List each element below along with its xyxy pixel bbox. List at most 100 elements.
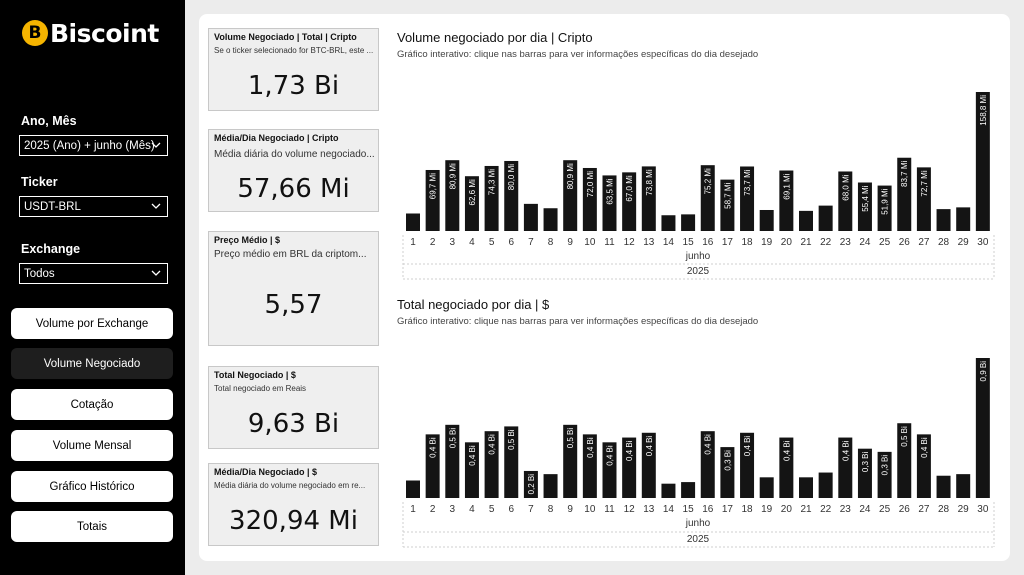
chart-bar[interactable]	[582, 167, 597, 231]
chart-bar[interactable]	[936, 209, 951, 231]
chart-bar[interactable]	[838, 171, 853, 231]
x-tick-label: 21	[800, 504, 812, 515]
period-filter-select[interactable]: 2025 (Ano) + junho (Mês)	[19, 135, 168, 156]
nav-button-volume-mensal[interactable]: Volume Mensal	[11, 430, 173, 461]
kpi-card-media-reais[interactable]: Média/Dia Negociado | $ Média diária do …	[208, 463, 379, 546]
chart-bar[interactable]	[759, 209, 774, 231]
kpi-card-preco-medio[interactable]: Preço Médio | $ Preço médio em BRL da cr…	[208, 231, 379, 346]
chart-bar[interactable]	[720, 179, 735, 231]
chart-bar[interactable]	[857, 182, 872, 231]
chart-bar[interactable]	[759, 477, 774, 498]
data-label: 80,0 Mi	[507, 164, 516, 190]
x-tick-label: 24	[859, 504, 871, 515]
chart-bar[interactable]	[779, 437, 794, 498]
kpi-card-media-cripto[interactable]: Média/Dia Negociado | Cripto Média diári…	[208, 129, 379, 212]
chart-bar[interactable]	[622, 172, 637, 231]
data-label: 0,3 Bi	[723, 450, 732, 471]
chart-bar[interactable]	[956, 207, 971, 231]
sidebar: B Biscoint Ano, Mês 2025 (Ano) + junho (…	[0, 0, 185, 575]
chart-bar[interactable]	[406, 213, 420, 231]
chart-bar[interactable]	[641, 432, 656, 498]
chart-bar[interactable]	[916, 167, 931, 231]
x-tick-label: 6	[508, 237, 514, 248]
kpi-value: 1,73 Bi	[247, 71, 340, 101]
x-tick-label: 4	[469, 237, 475, 248]
chart-bar[interactable]	[445, 424, 460, 498]
chart-bar[interactable]	[464, 442, 479, 498]
chart-bar[interactable]	[602, 442, 617, 498]
chart-bar[interactable]	[818, 472, 833, 498]
chart-bar[interactable]	[406, 480, 420, 499]
x-tick-label: 18	[741, 237, 753, 248]
nav-button-volume-negociado[interactable]: Volume Negociado	[11, 348, 173, 379]
nav-button-totais[interactable]: Totais	[11, 511, 173, 542]
chart-bar[interactable]	[720, 447, 735, 498]
chart-bar[interactable]	[818, 205, 833, 231]
chart-bar[interactable]	[799, 477, 813, 498]
chart-bar[interactable]	[504, 426, 519, 498]
x-tick-label: 9	[567, 504, 573, 515]
x-tick-label: 23	[840, 504, 852, 515]
chart-bar[interactable]	[563, 160, 578, 231]
x-tick-label: 7	[528, 237, 534, 248]
chart-bar[interactable]	[936, 475, 951, 498]
nav-button-cotacao[interactable]: Cotação	[11, 389, 173, 420]
x-tick-label: 22	[820, 504, 832, 515]
chart-bar[interactable]	[641, 166, 656, 231]
chart-bar[interactable]	[681, 214, 696, 231]
chart-bar[interactable]	[975, 92, 990, 231]
chart-bar[interactable]	[740, 432, 755, 498]
chart-bar[interactable]	[975, 358, 990, 498]
data-label: 83,7 Mi	[900, 161, 909, 187]
x-group-label-month: junho	[685, 518, 711, 529]
chart-bar[interactable]	[779, 170, 794, 231]
chart-bar[interactable]	[700, 431, 715, 498]
chart-bar[interactable]	[916, 434, 931, 498]
nav-button-grafico-historico[interactable]: Gráfico Histórico	[11, 471, 173, 502]
chart-bar[interactable]	[543, 474, 558, 498]
chart-bar[interactable]	[582, 434, 597, 498]
nav-button-volume-por-exchange[interactable]: Volume por Exchange	[11, 308, 173, 339]
data-label: 0,5 Bi	[566, 428, 575, 449]
x-tick-label: 2	[430, 237, 436, 248]
data-label: 0,5 Bi	[448, 428, 457, 449]
chart-bar[interactable]	[543, 208, 558, 231]
kpi-card-volume-total[interactable]: Volume Negociado | Total | Cripto Se o t…	[208, 28, 379, 111]
chart-bar[interactable]	[563, 424, 578, 498]
x-tick-label: 3	[450, 237, 456, 248]
chart-bar[interactable]	[464, 176, 479, 231]
data-label: 0,4 Bi	[625, 440, 634, 461]
chart-bar[interactable]	[445, 160, 460, 231]
chart-bar[interactable]	[838, 437, 853, 498]
chart-bar[interactable]	[956, 474, 971, 498]
chart-bar[interactable]	[523, 203, 538, 231]
chart-bar[interactable]	[857, 448, 872, 498]
chart-bar[interactable]	[877, 451, 892, 498]
chart-bar[interactable]	[799, 210, 813, 231]
chart-bar[interactable]	[622, 437, 637, 498]
data-label: 55,4 Mi	[861, 185, 870, 211]
exchange-filter-select[interactable]: Todos	[19, 263, 168, 284]
chart-bar[interactable]	[700, 165, 715, 231]
chart-bar[interactable]	[661, 215, 676, 231]
data-label: 0,4 Bi	[586, 437, 595, 458]
data-label: 0,4 Bi	[488, 434, 497, 455]
chart-bar[interactable]	[877, 185, 892, 231]
kpi-title: Volume Negociado | Total | Cripto	[214, 32, 357, 42]
chart-bar[interactable]	[484, 431, 499, 498]
chart-bar[interactable]	[602, 175, 617, 231]
chart-bar[interactable]	[897, 157, 912, 231]
kpi-card-total-negociado[interactable]: Total Negociado | $ Total negociado em R…	[208, 366, 379, 449]
chart-bar[interactable]	[897, 423, 912, 498]
chart-bar[interactable]	[740, 166, 755, 231]
chart-bar[interactable]	[425, 434, 440, 498]
chart-bar[interactable]	[523, 470, 538, 498]
chart-bar[interactable]	[484, 165, 499, 231]
chart-bar[interactable]	[661, 483, 676, 498]
chart-bar[interactable]	[681, 482, 696, 498]
chart-title-crypto: Volume negociado por dia | Cripto	[397, 30, 593, 45]
data-label: 73,8 Mi	[645, 169, 654, 195]
chart-bar[interactable]	[504, 160, 519, 231]
ticker-filter-select[interactable]: USDT-BRL	[19, 196, 168, 217]
chart-bar[interactable]	[425, 169, 440, 231]
